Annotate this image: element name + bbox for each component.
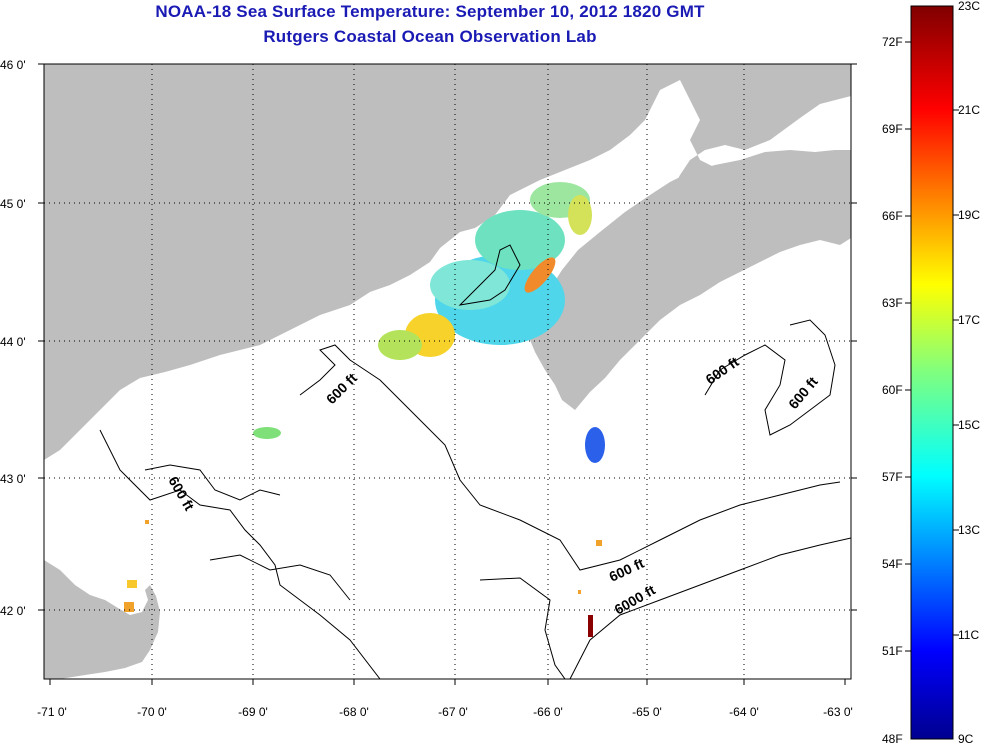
sst-data bbox=[124, 182, 605, 637]
colorbar-ramp bbox=[910, 5, 954, 740]
x-tick-label: -65 0' bbox=[632, 705, 662, 719]
map-panel: 600 ft 600 ft 600 ft 600 ft 600 ft 6000 … bbox=[44, 64, 851, 679]
colorbar-c-label: 15C bbox=[958, 418, 980, 432]
x-tick-label: -70 0' bbox=[137, 705, 167, 719]
x-tick-label: -66 0' bbox=[533, 705, 563, 719]
x-axis-labels: -71 0' -70 0' -69 0' -68 0' -67 0' -66 0… bbox=[37, 705, 853, 719]
y-tick-label: 43 0' bbox=[0, 472, 26, 486]
y-axis-labels: 46 0' 45 0' 44 0' 43 0' 42 0' bbox=[0, 58, 26, 618]
colorbar-f-label: 66F bbox=[882, 209, 903, 223]
x-tick-label: -68 0' bbox=[339, 705, 369, 719]
land-nova-scotia bbox=[528, 150, 851, 410]
colorbar-c-label: 21C bbox=[958, 103, 980, 117]
colorbar-f-label: 72F bbox=[882, 35, 903, 49]
colorbar-c-label: 11C bbox=[958, 628, 979, 642]
colorbar-f-label: 60F bbox=[882, 383, 903, 397]
x-tick-label: -69 0' bbox=[238, 705, 268, 719]
colorbar-f-label: 51F bbox=[882, 644, 903, 658]
colorbar: 72F 69F 66F 63F 60F 57F 54F 51F 48F 23C … bbox=[882, 0, 980, 746]
y-tick-label: 45 0' bbox=[0, 197, 26, 211]
colorbar-c-label: 19C bbox=[958, 208, 980, 222]
y-tick-label: 46 0' bbox=[0, 58, 26, 72]
y-tick-label: 44 0' bbox=[0, 335, 26, 349]
map-frame bbox=[43, 63, 852, 680]
colorbar-f-label: 54F bbox=[882, 557, 903, 571]
land-massachusetts bbox=[44, 560, 160, 679]
map-title: NOAA-18 Sea Surface Temperature: Septemb… bbox=[155, 2, 705, 21]
land-maine-newbrunswick bbox=[44, 64, 851, 460]
colorbar-c-label: 13C bbox=[958, 523, 980, 537]
y-tick-label: 42 0' bbox=[0, 604, 26, 618]
x-tick-label: -71 0' bbox=[37, 705, 67, 719]
x-tick-label: -64 0' bbox=[729, 705, 759, 719]
bathymetry-contours bbox=[99, 244, 851, 679]
colorbar-c-label: 9C bbox=[958, 732, 974, 746]
colorbar-f-label: 69F bbox=[882, 122, 903, 136]
colorbar-c-label: 23C bbox=[958, 0, 980, 13]
axis-ticks bbox=[38, 63, 857, 685]
colorbar-f-label: 57F bbox=[882, 470, 903, 484]
colorbar-f-label: 63F bbox=[882, 296, 903, 310]
map-subtitle: Rutgers Coastal Ocean Observation Lab bbox=[263, 27, 597, 46]
colorbar-f-label: 48F bbox=[882, 732, 903, 746]
colorbar-c-label: 17C bbox=[958, 313, 980, 327]
x-tick-label: -67 0' bbox=[438, 705, 468, 719]
x-tick-label: -63 0' bbox=[823, 705, 853, 719]
